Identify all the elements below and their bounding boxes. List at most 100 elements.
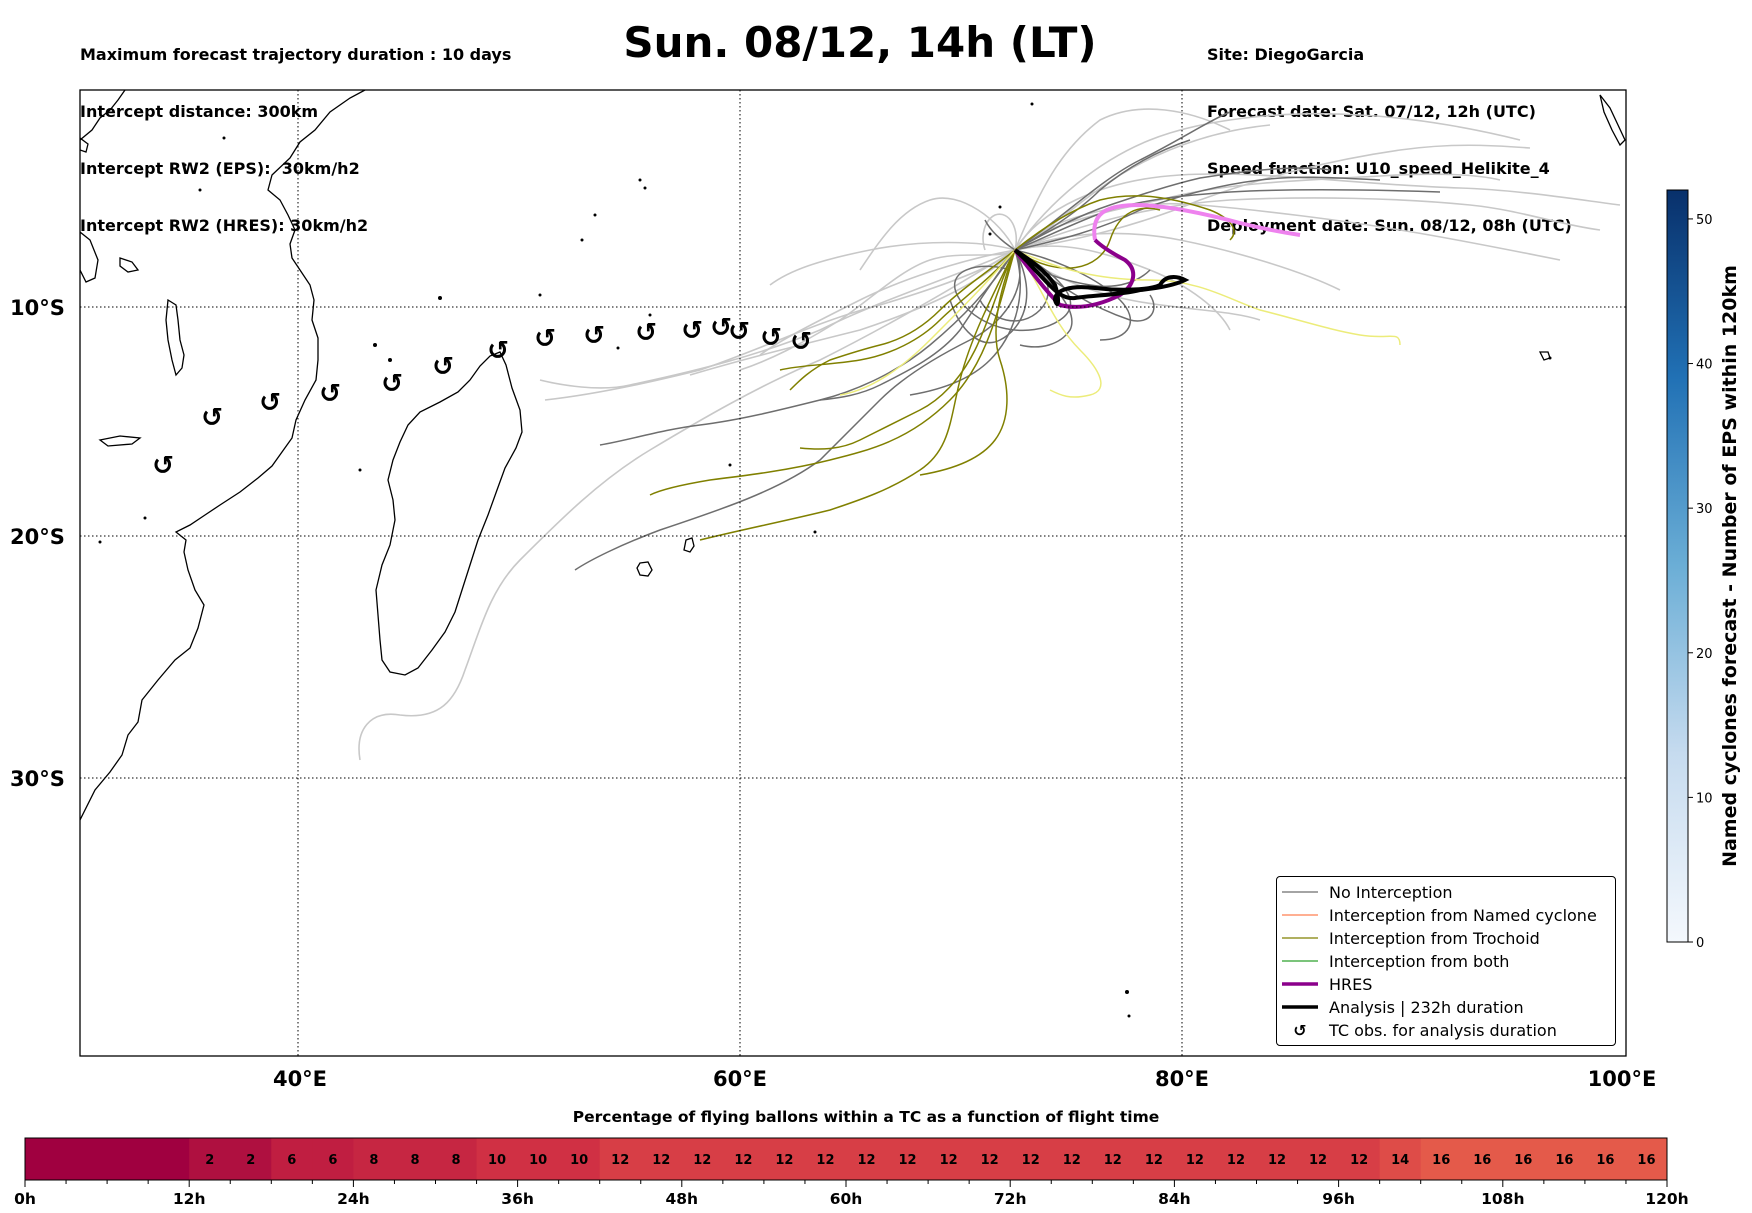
- timebar-cell: [271, 1138, 313, 1180]
- timebar-cell-label: 12: [857, 1153, 875, 1168]
- timebar-cell-label: 12: [899, 1153, 917, 1168]
- tiny-islands: [98, 102, 1552, 1018]
- tc-symbol-icon: ↺: [487, 336, 509, 366]
- timebar-hour-label: 72h: [994, 1190, 1027, 1208]
- tc-symbol-icon: ↺: [381, 369, 403, 399]
- timebar-cell: [1051, 1138, 1093, 1180]
- timebar-cell-label: 14: [1391, 1153, 1409, 1168]
- timebar-cell-label: 8: [452, 1153, 461, 1168]
- tc-symbol-icon: ↺: [728, 317, 750, 347]
- tc-symbol-icon: ↺: [1293, 1021, 1306, 1040]
- timebar-cell-label: 12: [1186, 1153, 1204, 1168]
- small-island-1: [119, 257, 140, 273]
- timebar-hour-label: 84h: [1158, 1190, 1191, 1208]
- timebar-cell-label: 12: [1022, 1153, 1040, 1168]
- timebar-cell-label: 12: [1104, 1153, 1122, 1168]
- legend: No Interception Interception from Named …: [1276, 876, 1616, 1046]
- lon-label-100e: 100°E: [1588, 1067, 1657, 1091]
- timebar-cell: [763, 1138, 806, 1180]
- timebar-cell-label: 10: [488, 1153, 506, 1168]
- colorbar-tick-label: 40: [1696, 358, 1713, 373]
- timebar-cell-label: 12: [693, 1153, 711, 1168]
- tc-observations: ↺↺ ↺ ↺ ↺↺↺ ↺ ↺ ↺ ↺ ↺↺ ↺ ↺: [152, 313, 812, 481]
- tc-symbol-icon: ↺: [152, 451, 174, 481]
- timebar-cell: [517, 1138, 560, 1180]
- header-duration: Maximum forecast trajectory duration : 1…: [80, 45, 512, 64]
- lat-label-30s: 30°S: [10, 767, 65, 791]
- lat-label-10s: 10°S: [10, 296, 65, 320]
- timebar-cell-label: 8: [410, 1153, 419, 1168]
- lon-label-40e: 40°E: [273, 1067, 327, 1091]
- ensemble-tracks-no-interception: [574, 111, 1441, 571]
- colorbar-label-box: Named cyclones forecast - Number of EPS …: [1719, 265, 1741, 867]
- timebar-cell: [846, 1138, 888, 1180]
- legend-label: Interception from Named cyclone: [1329, 905, 1597, 925]
- header-intercept-eps: Intercept RW2 (EPS): 30km/h2: [80, 159, 360, 178]
- timebar-cell-label: 12: [652, 1153, 670, 1168]
- timebar-cell-label: 16: [1473, 1153, 1491, 1168]
- legend-label: HRES: [1329, 974, 1373, 994]
- timebar-cell: [230, 1138, 272, 1180]
- colorbar-ticks: 0 10 20 30 40 50: [1688, 213, 1713, 951]
- page-title: Sun. 08/12, 14h (LT): [623, 18, 1097, 67]
- timebar-cell-label: 16: [1637, 1153, 1655, 1168]
- timebar-cell: [435, 1138, 478, 1180]
- timebar-cell: [312, 1138, 354, 1180]
- timebar-cell-label: 12: [734, 1153, 752, 1168]
- tc-symbol-icon: ↺: [710, 313, 732, 343]
- header-site: Site: DiegoGarcia: [1207, 45, 1365, 64]
- timebar-cell: [928, 1138, 970, 1180]
- timebar-cell: [1379, 1138, 1422, 1180]
- timebar-cell-label: 16: [1596, 1153, 1614, 1168]
- timebar: 2 2 6 6 8 8 8 10 10 10 12 12 12 12 12 12 12 12 12 12 12 12 12 1…: [14, 1137, 1689, 1208]
- tc-symbol-icon: ↺: [319, 379, 341, 409]
- header-intercept-distance: Intercept distance: 300km: [80, 102, 319, 121]
- colorbar-tick-label: 30: [1696, 502, 1713, 517]
- timebar-cell: [66, 1138, 108, 1180]
- timebar-cell-label: 16: [1432, 1153, 1450, 1168]
- timebar-cell: [1092, 1138, 1134, 1180]
- timebar-cell: [148, 1138, 190, 1180]
- madagascar-coastline: [375, 351, 523, 676]
- timebar-hour-label: 96h: [1322, 1190, 1355, 1208]
- timebar-cell-label: 2: [205, 1153, 214, 1168]
- timebar-cell: [1215, 1138, 1257, 1180]
- reunion-coastline: [636, 561, 653, 577]
- timebar-cell-label: 12: [981, 1153, 999, 1168]
- timebar-cell-label: 8: [369, 1153, 378, 1168]
- map-frame: [79, 89, 1627, 1057]
- ensemble-tracks-trochoid-light: [839, 249, 1401, 398]
- timebar-hour-label: 48h: [665, 1190, 698, 1208]
- timebar-hour-label: 120h: [1645, 1190, 1688, 1208]
- timebar-cell-label: 12: [1309, 1153, 1327, 1168]
- timebar-cell: [107, 1138, 149, 1180]
- timebar-cell-label: 10: [529, 1153, 547, 1168]
- tc-symbol-icon: ↺: [635, 318, 657, 348]
- timebar-cell-label: 12: [1227, 1153, 1245, 1168]
- timebar-cell: [1502, 1138, 1545, 1180]
- timebar-cell: [1338, 1138, 1381, 1180]
- tc-symbol-icon: ↺: [583, 321, 605, 351]
- timebar-hour-label: 36h: [501, 1190, 534, 1208]
- timebar-cell: [969, 1138, 1011, 1180]
- timebar-cell-label: 12: [816, 1153, 834, 1168]
- colorbar-tick-label: 10: [1696, 791, 1713, 806]
- small-island-5: [80, 137, 89, 153]
- analysis-track: [1013, 248, 1190, 306]
- tc-symbol-icon: ↺: [432, 352, 454, 382]
- timebar-cell-label: 12: [1268, 1153, 1286, 1168]
- tc-symbol-icon: ↺: [201, 403, 223, 433]
- map-content: ↺↺ ↺ ↺ ↺↺↺ ↺ ↺ ↺ ↺ ↺↺ ↺ ↺: [80, 90, 1626, 1056]
- timebar-cell-label: 12: [940, 1153, 958, 1168]
- timebar-cell: [1625, 1138, 1668, 1180]
- timebar-cell: [476, 1138, 519, 1180]
- legend-label: TC obs. for analysis duration: [1329, 1020, 1557, 1040]
- arabia-coastline: [80, 90, 126, 141]
- timebar-cell-label: 12: [1063, 1153, 1081, 1168]
- timebar-cell: [804, 1138, 847, 1180]
- legend-label: Interception from Trochoid: [1329, 928, 1540, 948]
- timebar-cell-label: 6: [287, 1153, 296, 1168]
- timebar-title: Percentage of flying ballons within a TC…: [572, 1108, 1160, 1126]
- socotra-coastline: [80, 231, 99, 283]
